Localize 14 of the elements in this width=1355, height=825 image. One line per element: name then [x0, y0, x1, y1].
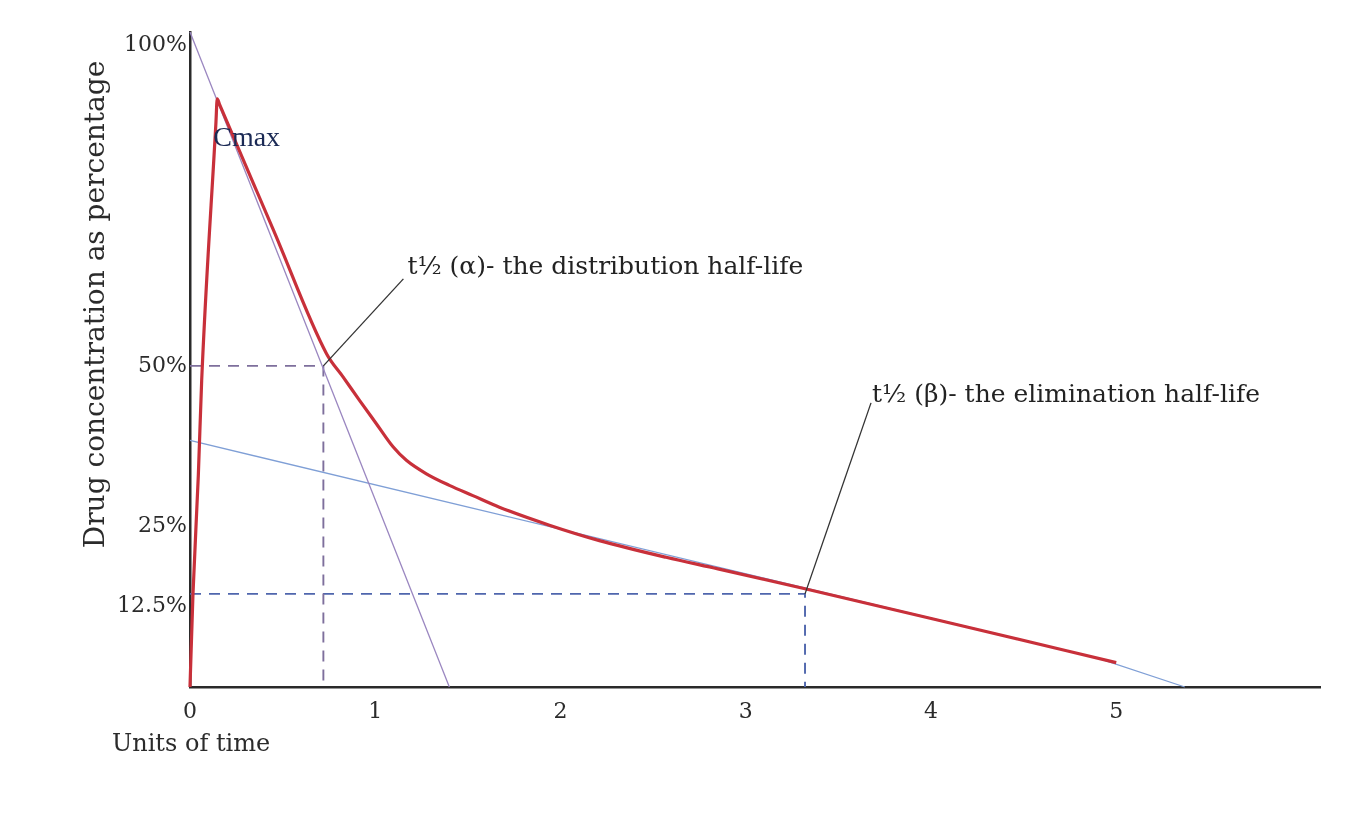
x-tick-label: 5	[1109, 697, 1124, 723]
annotation: t½ (β)- the elimination half-life	[872, 379, 1260, 409]
x-tick-label: 4	[923, 697, 938, 723]
x-tick-label: 3	[738, 697, 753, 723]
y-tick-label: 50%	[138, 351, 187, 377]
x-tick-label: 1	[368, 697, 383, 723]
y-tick-label: 25%	[138, 512, 187, 538]
y-axis-title: Drug concentration as percentage	[78, 60, 112, 549]
x-axis-title: Units of time	[112, 729, 271, 758]
x-tick-label: 2	[553, 697, 568, 723]
y-tick-label: 12.5%	[117, 592, 187, 618]
y-tick-label: 100%	[124, 30, 187, 56]
annotation: t½ (α)- the distribution half-life	[407, 251, 804, 281]
x-tick-label: 0	[183, 697, 197, 723]
